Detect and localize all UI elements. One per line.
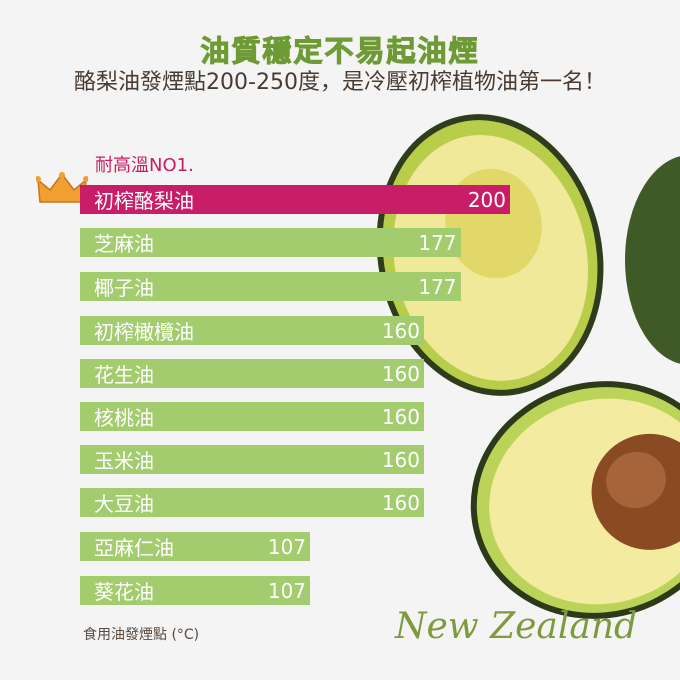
no1-badge: 耐高溫NO1. xyxy=(95,155,194,176)
bar-value-label: 160 xyxy=(381,361,420,386)
page-title: 油質穩定不易起油煙 xyxy=(200,34,480,69)
bar: 葵花油 107 xyxy=(80,576,311,605)
bar-category-label: 初榨橄欖油 xyxy=(94,320,194,344)
bar-category-label: 芝麻油 xyxy=(94,232,154,256)
bar-category-label: 大豆油 xyxy=(94,492,154,516)
bar-value-label: 177 xyxy=(418,230,457,255)
bar-category-label: 花生油 xyxy=(94,363,154,387)
bar-value-label: 160 xyxy=(381,404,420,429)
bar: 椰子油 177 xyxy=(80,272,461,301)
bar: 玉米油 160 xyxy=(80,445,424,474)
bar-value-label: 107 xyxy=(267,578,307,603)
bar-category-label: 核桃油 xyxy=(94,406,154,430)
bar: 核桃油 160 xyxy=(80,402,424,431)
bar: 亞麻仁油 107 xyxy=(80,532,311,561)
bar: 芝麻油 177 xyxy=(80,228,461,257)
brand-logo: New Zealand xyxy=(395,606,638,647)
bar-category-label: 亞麻仁油 xyxy=(94,536,174,560)
bar-category-label: 初榨酪梨油 xyxy=(94,189,194,213)
x-axis-label: 食用油發煙點 (°C) xyxy=(83,627,200,643)
avocado-half-bottom xyxy=(470,381,680,619)
avocado-whole-right xyxy=(625,156,680,364)
bar: 大豆油 160 xyxy=(80,488,424,517)
bar-value-label: 160 xyxy=(381,318,420,343)
bar-value-label: 160 xyxy=(381,447,420,472)
bar-category-label: 椰子油 xyxy=(94,276,154,300)
bar-value-label: 200 xyxy=(467,187,506,212)
bar: 初榨酪梨油 200 xyxy=(80,185,510,214)
bar: 花生油 160 xyxy=(80,359,424,388)
bar-category-label: 玉米油 xyxy=(94,449,154,473)
page-subtitle: 酪梨油發煙點200-250度，是冷壓初榨植物油第一名！ xyxy=(74,70,606,95)
bar-value-label: 160 xyxy=(381,490,420,515)
bar-value-label: 107 xyxy=(267,534,307,559)
bar-category-label: 葵花油 xyxy=(94,580,154,604)
bar-value-label: 177 xyxy=(418,274,457,299)
bar: 初榨橄欖油 160 xyxy=(80,316,424,345)
